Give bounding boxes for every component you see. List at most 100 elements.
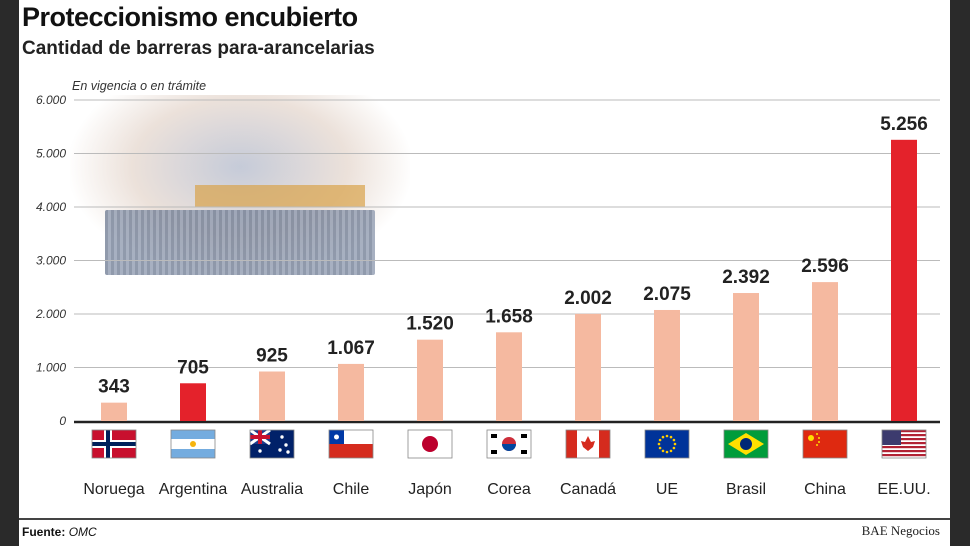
y-tick-label: 4.000 [36,200,66,214]
star [818,441,820,443]
publisher-credit: BAE Negocios [861,523,940,538]
bar-china [812,282,838,421]
trigram [521,450,527,454]
x-tick-label: Canadá [560,481,616,498]
data-label: 1.658 [485,306,533,327]
bar-ue [654,309,680,421]
data-label: 343 [98,377,130,398]
norway-flag-icon [91,429,137,459]
x-tick-label: Corea [487,481,531,498]
stripe [882,442,926,445]
x-tick-label: Australia [241,481,303,498]
star [280,435,284,439]
band [599,430,610,458]
stripe [329,444,373,458]
crane-beam-image [195,185,365,207]
star [669,435,673,439]
star [665,450,669,454]
source-line: Fuente: OMC [22,525,97,539]
trigram [521,434,527,438]
trigram [491,450,497,454]
bar-japn [417,339,443,421]
star [658,446,662,450]
taegeuk [502,444,516,451]
x-tick-label: Japón [408,481,452,498]
bar-eeuu [891,139,917,421]
star [818,437,820,439]
footer-divider [19,518,950,520]
globe [740,438,752,450]
star [658,438,662,442]
union [250,435,270,439]
flag-border [407,429,453,459]
flag-border [170,429,216,459]
star [284,443,288,447]
bar-corea [496,332,522,421]
chart-subtitle: Cantidad de barreras para-arancelarias [22,38,375,59]
star [657,442,661,446]
star [808,435,814,441]
x-tick-label: Noruega [83,481,144,498]
star [286,450,290,454]
bar-noruega [101,402,127,421]
eu-flag-icon [644,429,690,459]
usa-flag-icon [881,429,927,459]
flag-border [91,429,137,459]
stripe [882,454,926,457]
flag-border [881,429,927,459]
star [661,449,665,453]
data-label: 925 [256,346,288,367]
star [669,449,673,453]
flag-border [565,429,611,459]
flag-field [645,430,689,458]
star [672,438,676,442]
star [661,435,665,439]
star [672,446,676,450]
data-label: 1.067 [327,338,375,359]
x-tick-label: Argentina [159,481,228,498]
chile-flag-icon [328,429,374,459]
canton [882,430,901,445]
south-korea-flag-icon [486,429,532,459]
flag-border [802,429,848,459]
flag-field [803,430,847,458]
sun [190,441,196,447]
flag-border [644,429,690,459]
bar-brasil [733,293,759,421]
china-flag-icon [802,429,848,459]
star [665,434,669,438]
y-tick-label: 5.000 [36,147,66,161]
flag-border [486,429,532,459]
cross [92,442,136,446]
star [673,442,677,446]
bar-canad [575,313,601,421]
bar-australia [259,371,285,421]
bar-chile [338,363,364,421]
container-image [105,210,375,275]
japan-flag-icon [407,429,453,459]
flag-border [249,429,295,459]
chart-title: Proteccionismo encubierto [22,2,358,32]
y-tick-label: 0 [59,414,66,428]
star [816,433,818,435]
y-tick-label: 2.000 [35,307,66,321]
stripe [882,434,926,437]
brazil-flag-icon [723,429,769,459]
flag-border [723,429,769,459]
argentina-flag-icon [170,429,216,459]
y-tick-label: 6.000 [36,93,66,107]
data-label: 2.075 [643,284,691,305]
trigram [491,434,497,438]
star [278,448,282,452]
x-tick-label: Chile [333,481,370,498]
star [816,444,818,446]
australia-flag-icon [249,428,295,459]
x-tick-label: EE.UU. [877,481,930,498]
data-label: 1.520 [406,314,454,335]
canada-flag-icon [565,429,611,459]
x-tick-label: UE [656,481,678,498]
stripe [882,438,926,441]
maple-leaf [581,436,595,451]
chart-note: En vigencia o en trámite [72,79,207,93]
